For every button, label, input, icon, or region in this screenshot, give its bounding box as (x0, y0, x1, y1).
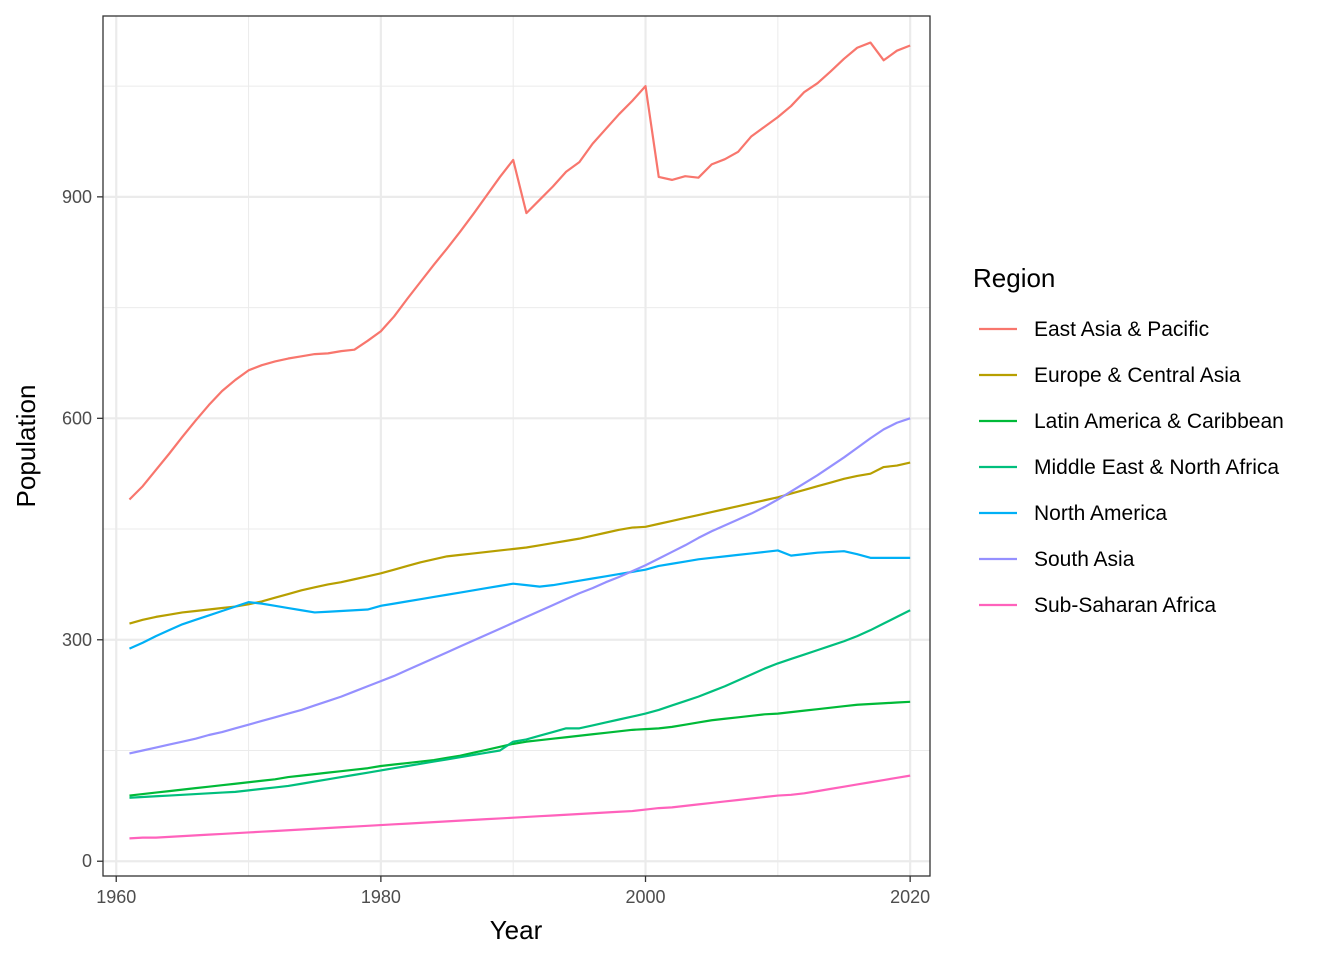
legend-label-6: Sub-Saharan Africa (1034, 594, 1216, 617)
x-axis: 1960 1980 2000 2020 (96, 876, 930, 907)
x-tick-label: 2000 (625, 887, 665, 907)
y-tick-label: 600 (62, 408, 92, 428)
series-line-3 (129, 609, 911, 799)
legend-title: Region (973, 263, 1055, 293)
legend-label-5: South Asia (1034, 548, 1135, 571)
plot-panel (103, 16, 930, 876)
y-axis-title: Population (11, 385, 41, 508)
legend-label-1: Europe & Central Asia (1034, 364, 1241, 387)
series-line-0 (128, 41, 911, 501)
legend-label-0: East Asia & Pacific (1034, 318, 1209, 341)
series-lines (128, 41, 911, 840)
x-tick-label: 1960 (96, 887, 136, 907)
plot-border (102, 15, 931, 877)
series-line-1 (129, 461, 911, 625)
x-tick-label: 2020 (890, 887, 930, 907)
legend: Region East Asia & Pacific Europe & Centr… (973, 263, 1284, 617)
series-line-5 (129, 417, 911, 755)
series-line-2 (129, 700, 911, 797)
x-tick-label: 1980 (361, 887, 401, 907)
y-axis: 0 300 600 900 (62, 187, 103, 871)
legend-label-2: Latin America & Caribbean (1034, 410, 1284, 433)
series-line-4 (129, 549, 911, 650)
legend-label-4: North America (1034, 502, 1167, 525)
y-tick-label: 900 (62, 187, 92, 207)
legend-label-3: Middle East & North Africa (1034, 456, 1279, 479)
y-tick-label: 0 (82, 851, 92, 871)
major-gridlines (103, 16, 930, 876)
y-tick-label: 300 (62, 630, 92, 650)
x-axis-title: Year (490, 915, 543, 945)
series-line-6 (129, 774, 911, 840)
